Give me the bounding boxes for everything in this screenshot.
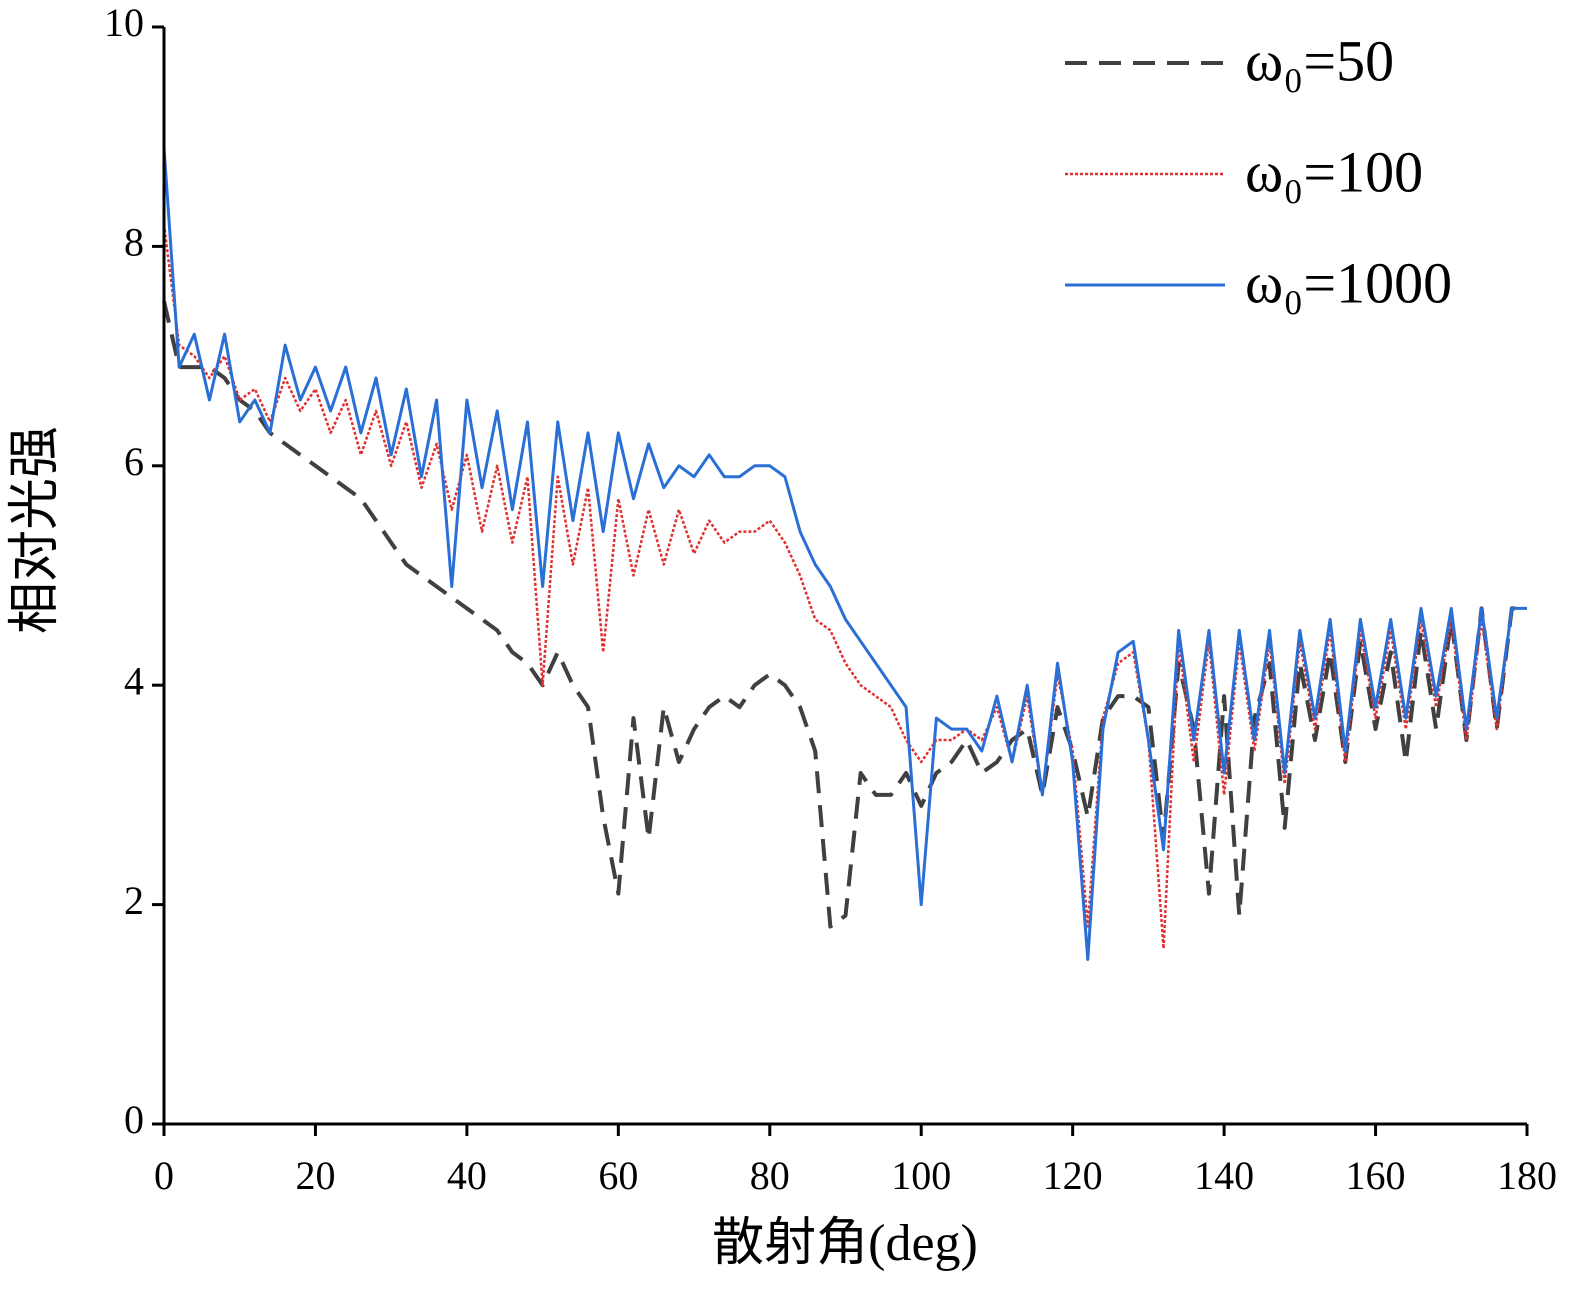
x-tick-label: 100 <box>891 1153 951 1198</box>
series-line <box>162 147 1527 961</box>
y-tick-label: 8 <box>124 220 144 265</box>
legend-label: ω₀=100 <box>1245 139 1423 204</box>
x-tick-label: 140 <box>1194 1153 1254 1198</box>
series-line <box>162 300 1527 929</box>
series-line <box>162 224 1527 950</box>
y-tick-label: 2 <box>124 878 144 923</box>
y-tick-label: 0 <box>124 1097 144 1142</box>
legend-label: ω₀=50 <box>1245 28 1394 93</box>
y-axis-title: 相对光强 <box>7 426 64 634</box>
x-tick-label: 60 <box>598 1153 638 1198</box>
x-tick-label: 120 <box>1043 1153 1103 1198</box>
x-tick-label: 40 <box>447 1153 487 1198</box>
x-axis-title: 散射角(deg) <box>712 1215 978 1272</box>
legend-label: ω₀=1000 <box>1245 250 1452 315</box>
y-tick-label: 4 <box>124 658 144 703</box>
x-tick-label: 80 <box>750 1153 790 1198</box>
x-tick-label: 180 <box>1497 1153 1557 1198</box>
x-tick-label: 160 <box>1346 1153 1406 1198</box>
y-tick-label: 10 <box>104 0 144 45</box>
x-tick-label: 0 <box>154 1153 174 1198</box>
y-tick-label: 6 <box>124 439 144 484</box>
x-tick-label: 20 <box>295 1153 335 1198</box>
